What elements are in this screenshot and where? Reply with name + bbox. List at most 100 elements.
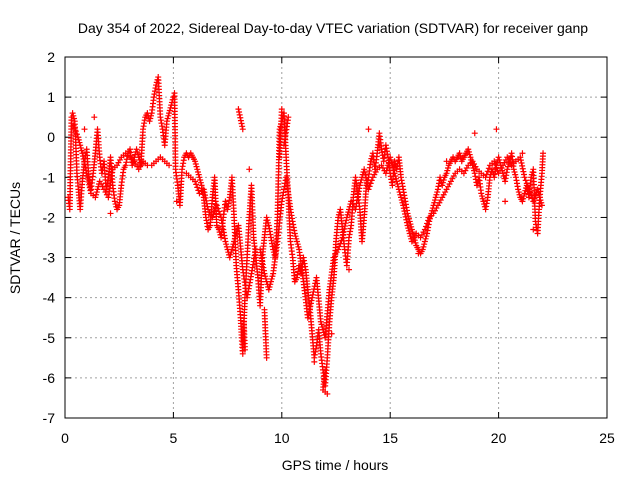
- data-point: [112, 201, 119, 208]
- data-point: [366, 183, 373, 190]
- data-point: [93, 191, 100, 198]
- data-point: [83, 170, 90, 177]
- data-point: [293, 238, 300, 245]
- data-point: [520, 193, 527, 200]
- data-point: [412, 239, 419, 246]
- data-point: [267, 281, 274, 288]
- data-point: [230, 241, 237, 248]
- data-point: [408, 226, 415, 233]
- data-point: [83, 167, 90, 174]
- x-tick-label: 10: [274, 430, 290, 446]
- data-point: [239, 126, 246, 133]
- data-point: [357, 179, 364, 186]
- y-tick-label: -3: [43, 250, 56, 266]
- data-point: [86, 181, 93, 188]
- data-point: [209, 214, 216, 221]
- data-point: [337, 240, 344, 247]
- data-point: [201, 192, 208, 199]
- y-tick-label: -6: [43, 370, 56, 386]
- data-point: [478, 193, 485, 200]
- data-point: [471, 167, 478, 174]
- x-tick-label: 0: [61, 430, 69, 446]
- data-point: [363, 174, 370, 181]
- data-point: [424, 220, 431, 227]
- data-point: [87, 187, 94, 194]
- data-point: [433, 191, 440, 198]
- data-point: [214, 205, 221, 212]
- data-point: [522, 177, 529, 184]
- data-point: [536, 194, 543, 201]
- y-tick-label: -4: [43, 290, 56, 306]
- data-point: [69, 110, 76, 117]
- data-point: [443, 158, 450, 165]
- data-point: [265, 219, 272, 226]
- data-point: [265, 286, 272, 293]
- data-point: [202, 194, 209, 201]
- data-point: [71, 125, 78, 132]
- data-point: [401, 208, 408, 215]
- data-point: [419, 246, 426, 253]
- data-point: [82, 164, 89, 171]
- data-point: [94, 186, 101, 193]
- data-point: [77, 144, 84, 151]
- data-point: [344, 211, 351, 218]
- data-point: [395, 186, 402, 193]
- data-point: [398, 197, 405, 204]
- data-point: [318, 321, 325, 328]
- data-point: [263, 214, 270, 221]
- data-point: [520, 171, 527, 178]
- data-point: [402, 211, 409, 218]
- data-point: [75, 134, 82, 141]
- data-point: [76, 139, 83, 146]
- data-point: [512, 171, 519, 178]
- data-point: [163, 118, 170, 125]
- data-point: [517, 157, 524, 164]
- data-point: [81, 161, 88, 168]
- data-point: [306, 306, 313, 313]
- data-point: [392, 172, 399, 179]
- data-point: [502, 198, 509, 205]
- data-point: [280, 142, 287, 149]
- data-point: [456, 150, 463, 157]
- data-point: [86, 184, 93, 191]
- data-point: [201, 189, 208, 196]
- data-point: [484, 168, 491, 175]
- data-point: [236, 111, 243, 118]
- data-point: [538, 199, 545, 206]
- data-point: [235, 106, 242, 113]
- data-point: [309, 294, 316, 301]
- data-point: [306, 308, 313, 315]
- data-point: [394, 181, 401, 188]
- data-point: [196, 174, 203, 181]
- x-axis-label: GPS time / hours: [282, 457, 389, 473]
- data-point: [439, 182, 446, 189]
- y-tick-label: -2: [43, 209, 56, 225]
- data-point: [336, 243, 343, 250]
- data-point: [405, 227, 412, 234]
- data-point: [495, 154, 502, 161]
- data-point: [527, 189, 534, 196]
- data-point: [340, 228, 347, 235]
- data-point: [304, 314, 311, 321]
- data-point: [107, 210, 114, 217]
- data-point: [231, 238, 238, 245]
- data-point: [339, 234, 346, 241]
- data-point: [75, 136, 82, 143]
- data-point: [319, 324, 326, 331]
- data-series-ganp: [65, 74, 547, 397]
- data-point: [278, 106, 285, 113]
- data-point: [367, 180, 374, 187]
- data-point: [200, 186, 207, 193]
- data-point: [478, 190, 485, 197]
- data-point: [223, 243, 230, 250]
- data-point: [519, 150, 526, 157]
- data-point: [166, 107, 173, 114]
- data-point: [305, 311, 312, 318]
- data-point: [392, 175, 399, 182]
- data-point: [341, 225, 348, 232]
- data-point: [335, 246, 342, 253]
- data-point: [362, 172, 369, 179]
- data-point: [443, 170, 450, 177]
- data-point: [421, 241, 428, 248]
